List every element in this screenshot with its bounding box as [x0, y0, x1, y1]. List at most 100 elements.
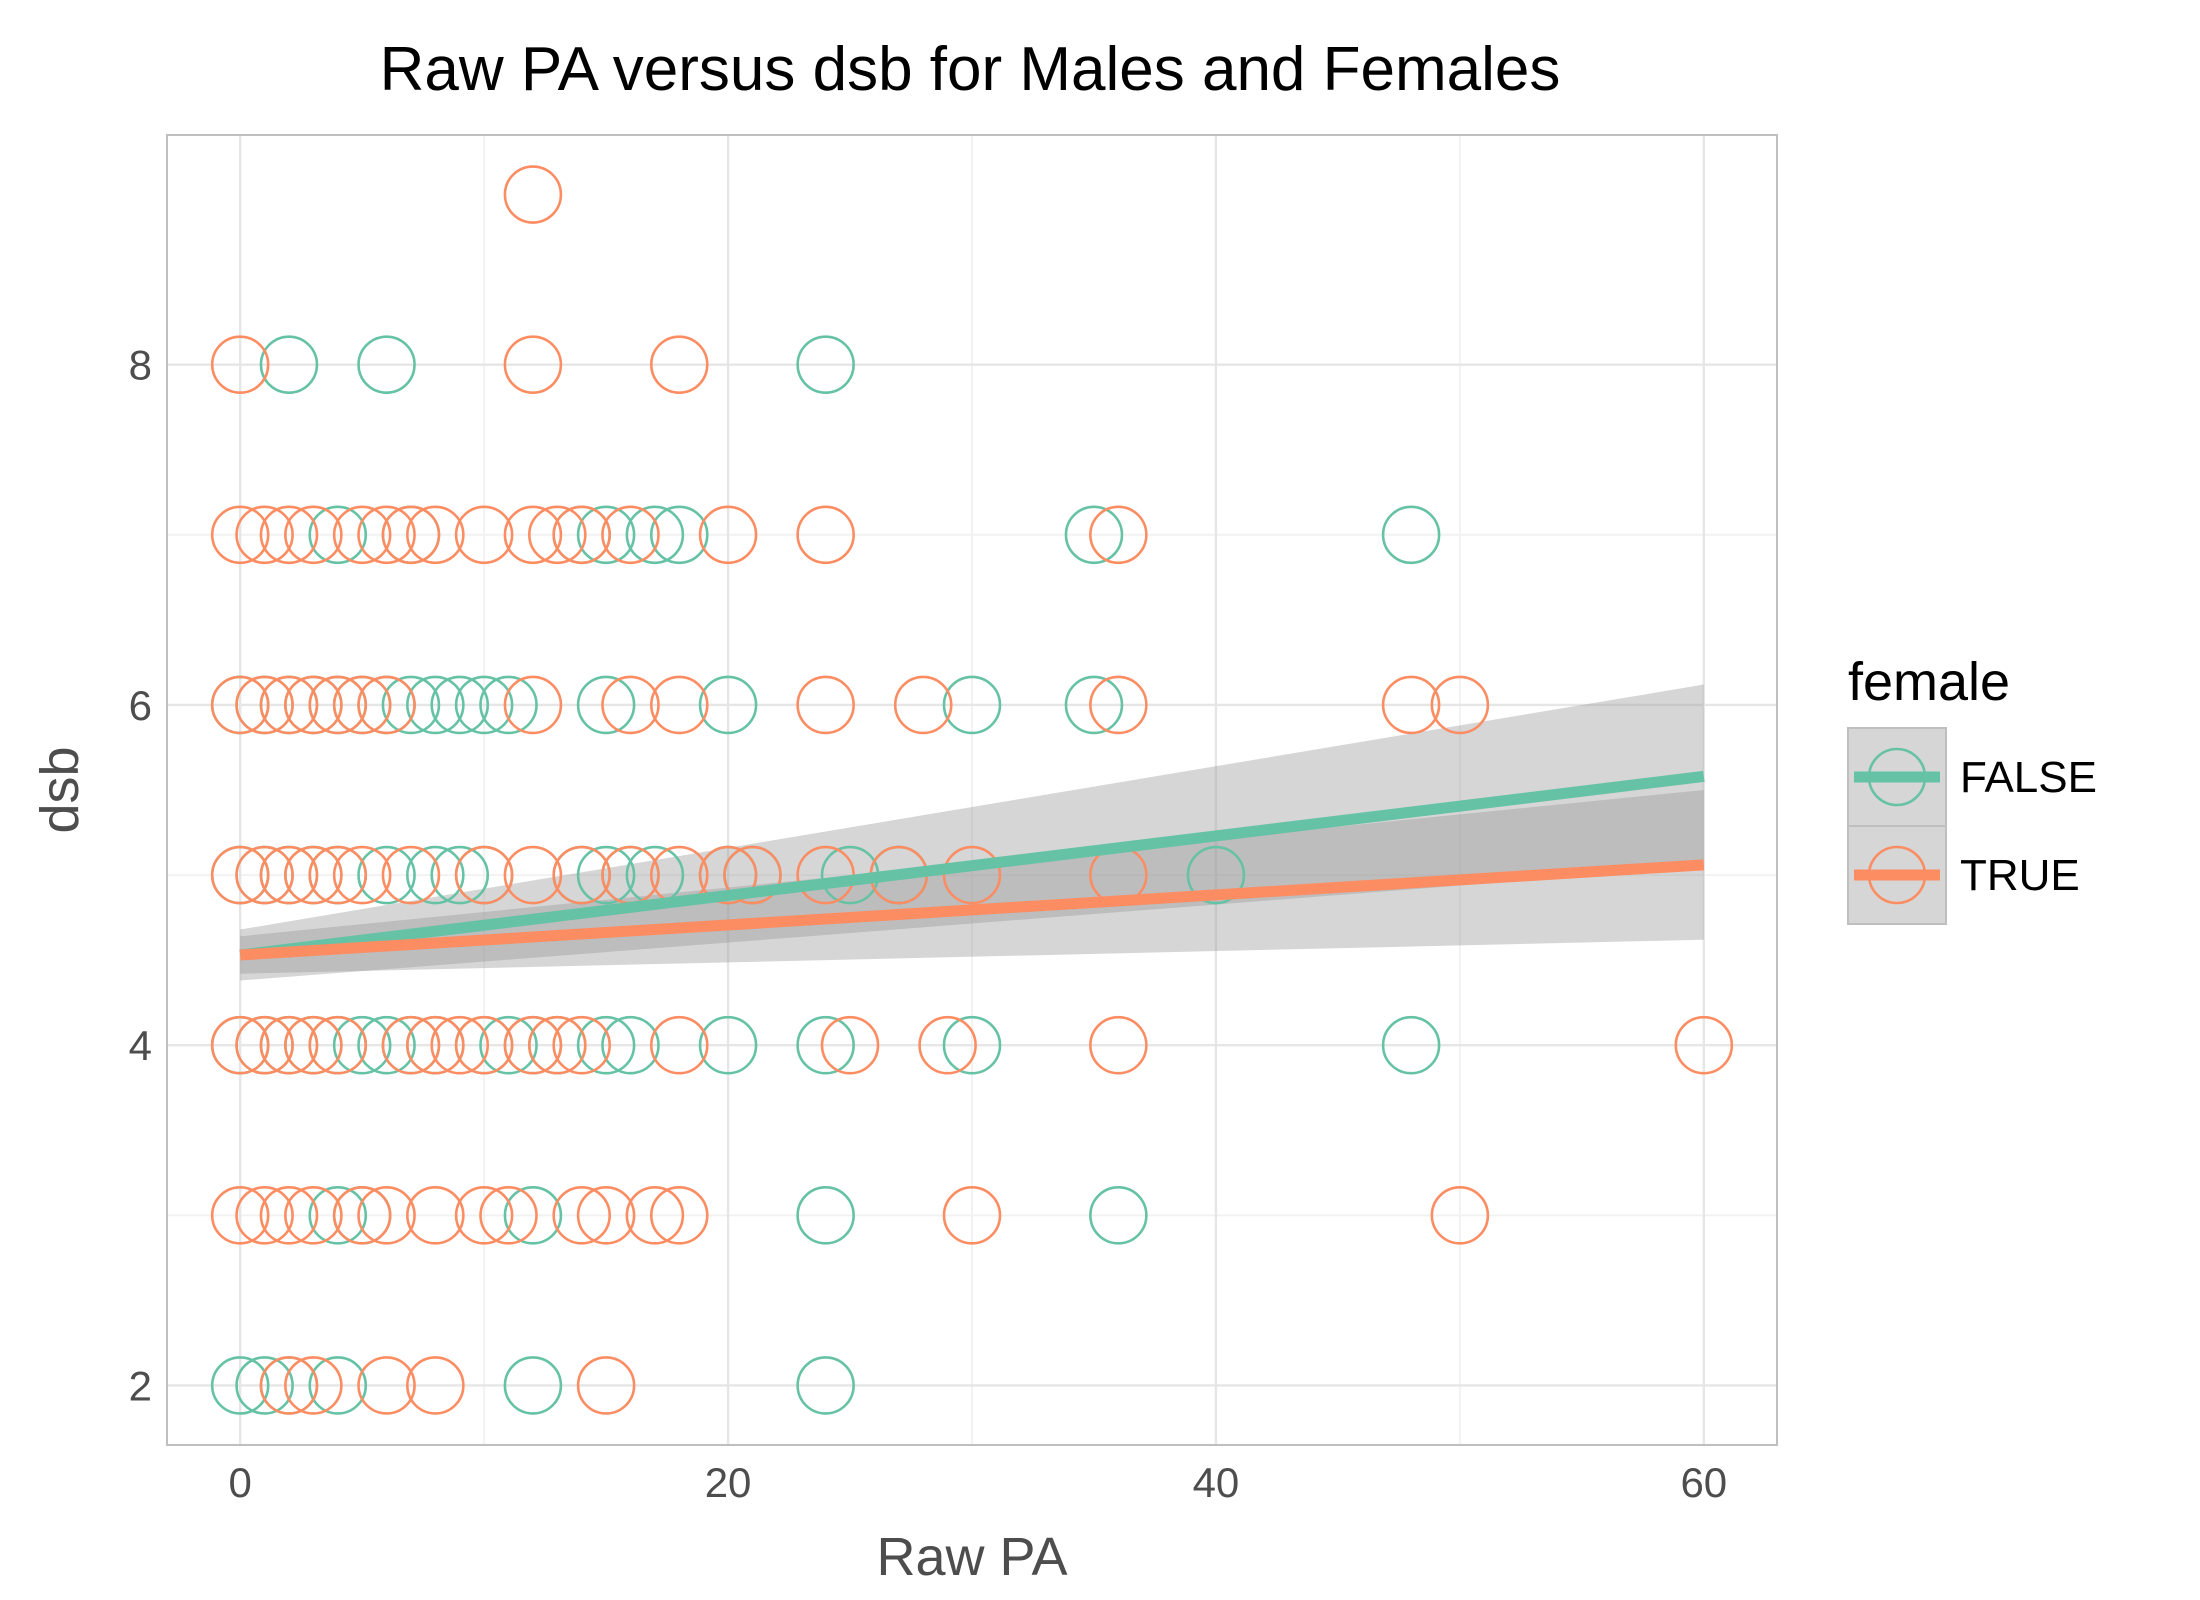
x-tick-label: 60 — [1680, 1459, 1727, 1506]
data-point-true — [332, 675, 392, 735]
data-point-true — [552, 1186, 611, 1245]
data-point-true — [210, 505, 270, 565]
data-point-true — [210, 1015, 270, 1075]
data-point-true — [918, 1015, 977, 1075]
data-point-false — [576, 675, 636, 735]
data-point-false — [479, 1015, 538, 1075]
data-point-true — [576, 1356, 636, 1415]
data-point-false — [576, 1015, 636, 1075]
data-point-true — [308, 845, 368, 905]
data-point-false — [454, 675, 514, 735]
data-point-false — [357, 1015, 416, 1075]
data-point-true — [259, 1356, 319, 1415]
data-point-true — [406, 1356, 465, 1415]
data-point-true — [284, 1015, 343, 1075]
data-point-true — [479, 1186, 538, 1245]
y-tick-label: 4 — [129, 1022, 152, 1069]
data-point-false — [698, 1015, 758, 1075]
data-point-false — [1064, 505, 1124, 565]
legend-label-true: TRUE — [1960, 851, 2080, 900]
data-point-false — [1381, 1015, 1441, 1075]
data-point-true — [552, 845, 611, 905]
data-point-true — [454, 1186, 514, 1245]
data-point-false — [576, 505, 636, 565]
plot-area — [166, 134, 1778, 1446]
data-point-true — [210, 335, 270, 394]
data-point-false — [308, 1356, 368, 1415]
x-tick-label: 0 — [229, 1459, 252, 1506]
data-point-true — [503, 675, 563, 735]
data-point-false — [503, 1186, 563, 1245]
data-point-false — [430, 675, 490, 735]
data-point-true — [357, 1186, 416, 1245]
data-point-true — [820, 1015, 880, 1075]
data-point-false — [576, 845, 636, 905]
data-point-false — [601, 1015, 660, 1075]
data-point-true — [1430, 675, 1490, 735]
data-point-true — [649, 675, 709, 735]
data-point-false — [357, 335, 416, 394]
data-point-true — [235, 505, 294, 565]
data-point-true — [210, 845, 270, 905]
data-point-true — [649, 1186, 709, 1245]
data-point-true — [503, 505, 563, 565]
data-point-false — [430, 845, 490, 905]
data-point-false — [1089, 1186, 1148, 1245]
data-point-false — [942, 1015, 1002, 1075]
data-point-false — [796, 1015, 855, 1075]
data-point-true — [1089, 675, 1148, 735]
data-point-false — [332, 1015, 392, 1075]
data-point-true — [503, 1015, 563, 1075]
data-point-true — [235, 1186, 294, 1245]
data-point-true — [552, 1015, 611, 1075]
data-point-true — [601, 505, 660, 565]
data-point-false — [942, 675, 1002, 735]
data-point-true — [332, 845, 392, 905]
data-point-true — [942, 845, 1002, 905]
data-point-false — [406, 675, 465, 735]
x-axis-title: Raw PA — [876, 1527, 1067, 1587]
data-points — [210, 165, 1734, 1415]
data-point-true — [381, 845, 441, 905]
data-point-true — [942, 1186, 1002, 1245]
legend: female FALSE TRUE — [1847, 652, 2097, 925]
data-point-true — [528, 505, 587, 565]
x-tick-label: 20 — [705, 1459, 752, 1506]
data-point-true — [210, 675, 270, 735]
data-point-false — [649, 505, 709, 565]
data-point-true — [698, 845, 758, 905]
data-point-false — [210, 1356, 270, 1415]
data-point-true — [406, 1186, 465, 1245]
data-point-true — [235, 1015, 294, 1075]
data-point-true — [284, 1186, 343, 1245]
data-point-false — [479, 675, 538, 735]
data-point-true — [284, 505, 343, 565]
data-point-false — [1381, 505, 1441, 565]
data-point-true — [406, 505, 465, 565]
data-point-true — [698, 505, 758, 565]
data-point-true — [406, 1015, 465, 1075]
data-point-true — [235, 675, 294, 735]
data-point-false — [259, 335, 319, 394]
data-point-true — [332, 1186, 392, 1245]
data-point-false — [1064, 675, 1124, 735]
data-point-true — [381, 1015, 441, 1075]
data-point-true — [284, 1356, 343, 1415]
plot-border — [166, 134, 1778, 1446]
data-point-true — [601, 675, 660, 735]
data-point-true — [454, 1015, 514, 1075]
y-axis-title: dsb — [30, 746, 90, 833]
data-point-true — [1430, 1186, 1490, 1245]
data-point-false — [796, 335, 855, 394]
data-point-true — [1674, 1015, 1734, 1075]
data-point-false — [698, 675, 758, 735]
data-point-true — [893, 675, 953, 735]
data-point-true — [259, 505, 319, 565]
data-point-true — [796, 505, 855, 565]
x-tick-label: 40 — [1193, 1459, 1240, 1506]
data-point-true — [284, 675, 343, 735]
data-point-true — [259, 675, 319, 735]
legend-title: female — [1848, 652, 2010, 712]
trend-line-true — [239, 859, 1705, 961]
